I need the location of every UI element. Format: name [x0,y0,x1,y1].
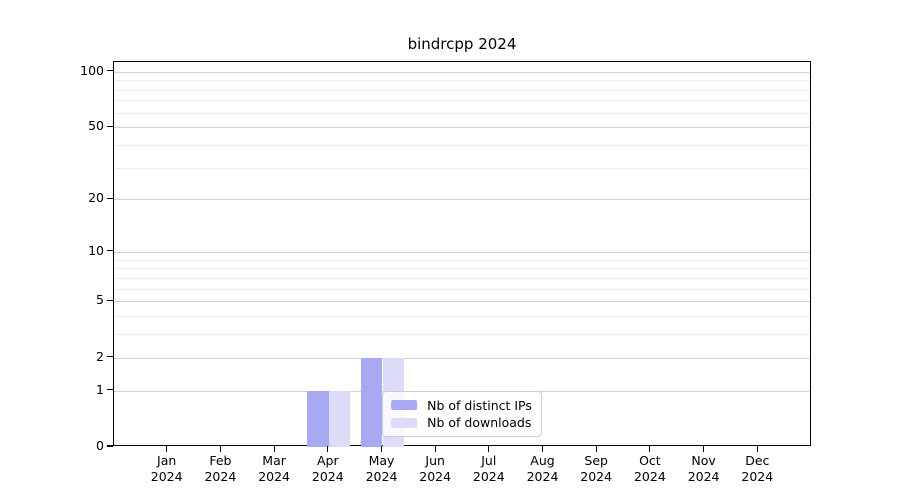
y-tick-label: 50 [88,118,104,134]
x-tick-label: Nov 2024 [687,453,720,484]
x-tick-mark [756,446,758,452]
minor-gridline [114,277,810,279]
x-tick-label: Jun 2024 [419,453,452,484]
y-tick-mark [107,445,113,447]
legend: Nb of distinct IPs Nb of downloads [382,391,542,437]
minor-gridline [114,268,810,270]
x-tick-label: Mar 2024 [258,453,290,484]
bars-layer [114,62,810,447]
y-tick-mark [107,299,113,301]
x-tick-mark [219,446,221,452]
y-tick-label: 100 [80,62,104,78]
minor-gridline [114,259,810,261]
y-tick-label: 1 [96,381,104,397]
major-gridline [114,251,810,253]
x-tick-label: Aug 2024 [526,453,559,484]
major-gridline [114,199,810,201]
minor-gridline [114,288,810,290]
x-tick-label: May 2024 [365,453,398,484]
legend-label: Nb of distinct IPs [427,397,532,413]
bar-may-distinct-ips [360,357,383,447]
y-tick-mark [107,70,113,72]
minor-gridline [114,112,810,114]
bar-apr-distinct-ips [307,390,329,447]
minor-gridline [114,144,810,146]
x-tick-label: Dec 2024 [741,453,774,484]
x-tick-mark [595,446,597,452]
x-tick-mark [649,446,651,452]
y-tick-label: 5 [96,292,104,308]
y-tick-mark [107,250,113,252]
x-tick-mark [327,446,329,452]
x-tick-mark [380,446,383,452]
legend-row: Nb of downloads [391,415,532,432]
x-tick-mark [488,446,490,452]
bar-apr-downloads [328,390,351,447]
minor-gridline [114,167,810,169]
x-tick-mark [541,446,544,452]
major-gridline [114,71,810,73]
x-tick-mark [434,446,436,452]
major-gridline [114,357,810,359]
x-tick-label: Oct 2024 [633,453,666,484]
major-gridline [114,301,810,303]
x-tick-mark [273,446,275,452]
y-tick-label: 2 [96,348,104,364]
minor-gridline [114,80,810,81]
minor-gridline [114,89,810,91]
major-gridline [114,127,810,129]
x-tick-mark [166,446,168,452]
legend-row: Nb of distinct IPs [391,397,532,414]
chart-title: bindrcpp 2024 [407,35,517,53]
x-tick-mark [703,446,705,452]
minor-gridline [114,334,810,336]
minor-gridline [114,100,810,102]
y-tick-label: 10 [88,242,104,258]
y-tick-label: 20 [88,190,104,206]
x-tick-label: Jul 2024 [472,453,505,484]
y-tick-mark [107,389,113,391]
legend-swatch [391,417,418,428]
x-tick-label: Apr 2024 [311,453,344,484]
plot-area: Nb of distinct IPs Nb of downloads [113,61,811,447]
y-tick-label: 0 [96,438,104,453]
legend-label: Nb of downloads [427,415,532,431]
y-tick-mark [107,197,113,199]
x-tick-label: Feb 2024 [204,453,237,484]
legend-swatch [391,400,418,411]
y-tick-mark [107,356,113,358]
minor-gridline [114,316,810,318]
x-tick-label: Jan 2024 [150,453,183,484]
x-tick-label: Sep 2024 [580,453,613,484]
y-tick-mark [107,125,113,127]
